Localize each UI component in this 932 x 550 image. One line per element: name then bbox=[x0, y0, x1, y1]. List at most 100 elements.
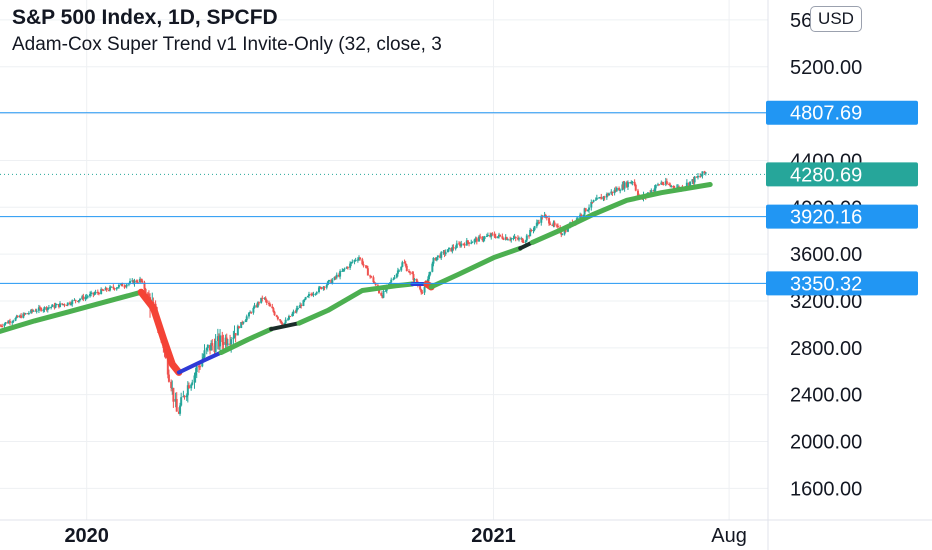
candle-body bbox=[608, 193, 611, 196]
candle-body bbox=[439, 255, 442, 258]
candle-body bbox=[586, 209, 589, 212]
candle-body bbox=[69, 302, 72, 305]
candle-body bbox=[34, 310, 37, 312]
candle-body bbox=[370, 275, 373, 278]
candle-body bbox=[381, 295, 384, 298]
candle-body bbox=[73, 299, 76, 301]
price-tag-4807.69 bbox=[766, 100, 918, 125]
candle-body bbox=[334, 276, 337, 278]
candle-body bbox=[520, 238, 523, 240]
candle-body bbox=[306, 295, 309, 298]
candle-body bbox=[622, 184, 625, 189]
candle-body bbox=[185, 395, 188, 398]
indicator-label[interactable]: Adam-Cox Super Trend v1 Invite-Only (32,… bbox=[12, 34, 442, 55]
candle-body bbox=[1, 325, 4, 327]
candle-body bbox=[190, 384, 193, 389]
candle-body bbox=[146, 293, 149, 295]
candle-body bbox=[421, 292, 424, 294]
candle-body bbox=[349, 263, 352, 268]
candle-body bbox=[524, 240, 527, 243]
candle-body bbox=[312, 294, 315, 296]
candle-body bbox=[39, 307, 42, 309]
candle-body bbox=[366, 268, 369, 276]
candle-body bbox=[701, 171, 704, 176]
candle-body bbox=[110, 286, 113, 288]
y-tick-label: 3200.00 bbox=[790, 291, 862, 313]
candle-body bbox=[214, 340, 217, 352]
candle-body bbox=[19, 315, 22, 318]
candle-body bbox=[468, 242, 471, 244]
candle-body bbox=[652, 190, 655, 192]
candle-body bbox=[4, 322, 7, 324]
candle-body bbox=[85, 296, 88, 298]
candle-body bbox=[257, 302, 260, 304]
candle-body bbox=[364, 265, 367, 267]
candle-body bbox=[11, 321, 14, 323]
candle-body bbox=[96, 291, 99, 293]
candle-body bbox=[139, 278, 142, 283]
candle-body bbox=[458, 243, 461, 245]
candle-body bbox=[545, 216, 548, 219]
candle-body bbox=[276, 316, 279, 320]
candle-body bbox=[7, 321, 10, 324]
candle-body bbox=[6, 322, 9, 324]
candle-body bbox=[564, 230, 567, 232]
candle-body bbox=[63, 304, 66, 306]
candle-body bbox=[380, 292, 383, 296]
candle-body bbox=[392, 278, 395, 280]
candle-body bbox=[419, 285, 422, 290]
candle-body bbox=[584, 208, 587, 212]
candle-body bbox=[695, 176, 698, 178]
candle-body bbox=[486, 235, 489, 237]
currency-button[interactable]: USD bbox=[810, 6, 862, 32]
candle-body bbox=[408, 271, 411, 273]
candle-body bbox=[614, 189, 617, 191]
candle-body bbox=[94, 291, 97, 294]
candle-body bbox=[544, 215, 547, 217]
candle-body bbox=[31, 309, 34, 312]
candle-body bbox=[50, 306, 53, 308]
candle-body bbox=[599, 197, 602, 199]
candle-body bbox=[51, 304, 54, 307]
candle-body bbox=[661, 182, 664, 184]
candle-body bbox=[74, 299, 77, 301]
candle-body bbox=[57, 304, 60, 308]
candle-body bbox=[275, 315, 278, 317]
candle-body bbox=[16, 315, 19, 318]
candle-body bbox=[323, 286, 326, 288]
candle-body bbox=[362, 264, 365, 266]
y-tick-label: 2800.00 bbox=[790, 338, 862, 360]
candle-body bbox=[315, 292, 318, 294]
candle-body bbox=[563, 230, 566, 235]
candle-body bbox=[205, 348, 208, 351]
candle-body bbox=[335, 274, 338, 278]
candle-body bbox=[493, 234, 496, 237]
candle-body bbox=[428, 274, 431, 280]
candle-body bbox=[81, 296, 84, 299]
candle-body bbox=[54, 305, 57, 308]
candle-body bbox=[225, 337, 228, 345]
candle-body bbox=[141, 280, 144, 283]
candle-body bbox=[77, 300, 80, 302]
candle-body bbox=[213, 345, 216, 352]
candle-body bbox=[691, 179, 694, 182]
candle-body bbox=[47, 307, 50, 309]
candle-body bbox=[403, 262, 406, 264]
candle-body bbox=[20, 315, 23, 318]
candle-body bbox=[466, 240, 469, 243]
candle-body bbox=[700, 175, 703, 177]
candle-body bbox=[271, 306, 274, 309]
candle-body bbox=[66, 302, 69, 306]
candle-body bbox=[482, 239, 485, 241]
candle-body bbox=[65, 305, 68, 307]
supertrend-dark-segment bbox=[269, 321, 301, 332]
candle-body bbox=[303, 299, 306, 301]
candle-body bbox=[496, 236, 499, 238]
candle-body bbox=[444, 252, 447, 255]
candle-body bbox=[339, 271, 342, 277]
candle-body bbox=[696, 176, 699, 178]
candle-body bbox=[120, 283, 123, 285]
candle-body bbox=[600, 197, 603, 200]
